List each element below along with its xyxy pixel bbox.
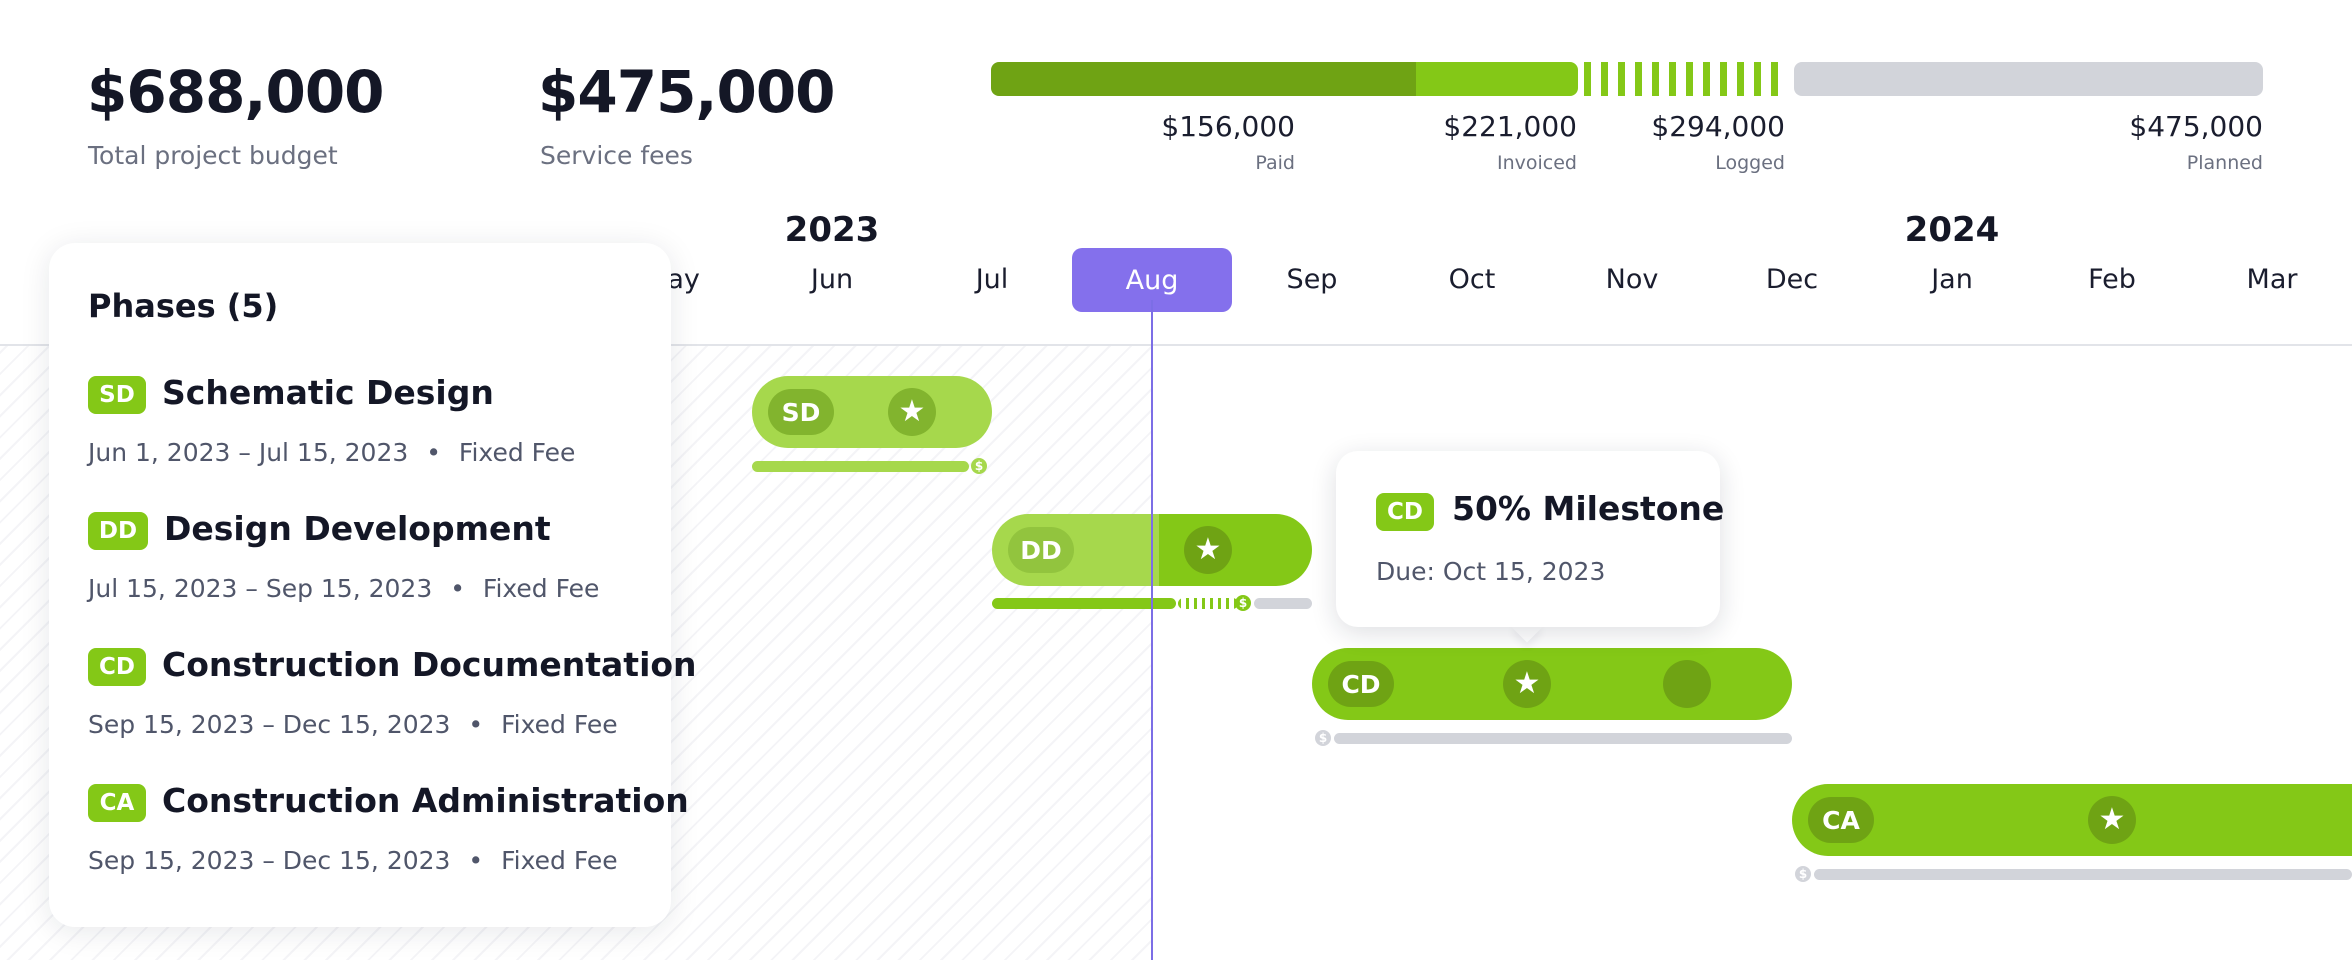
- dollar-icon: $: [1235, 595, 1251, 611]
- dollar-icon: $: [1795, 866, 1811, 882]
- month-nov[interactable]: Nov: [1605, 264, 1659, 295]
- phase-fee-type: Fixed Fee: [501, 710, 618, 739]
- phase-fee-type: Fixed Fee: [501, 846, 618, 875]
- phase-meta-cd: Sep 15, 2023 – Dec 15, 2023 • Fixed Fee: [88, 710, 618, 739]
- phase-badge-sd: SD: [88, 376, 146, 414]
- star-icon[interactable]: ★: [1184, 526, 1232, 574]
- phase-badge-ca: CA: [88, 784, 146, 822]
- separator-dot: •: [468, 846, 484, 875]
- separator-dot: •: [468, 710, 484, 739]
- phase-dates: Sep 15, 2023 – Dec 15, 2023: [88, 846, 451, 875]
- phase-name-dd[interactable]: Design Development: [164, 509, 551, 548]
- separator-dot: •: [450, 574, 465, 603]
- planned-segment[interactable]: [1794, 62, 2263, 96]
- phases-panel: Phases (5) SD Schematic Design Jun 1, 20…: [49, 243, 697, 927]
- phase-dates: Jul 15, 2023 – Sep 15, 2023: [88, 574, 433, 603]
- tooltip-title: 50% Milestone: [1452, 489, 1725, 528]
- month-jan[interactable]: Jan: [1931, 264, 1973, 295]
- star-icon[interactable]: ★: [2088, 796, 2136, 844]
- year-label-2023: 2023: [784, 210, 880, 250]
- invoiced-label: Invoiced: [1497, 152, 1577, 174]
- today-marker-line: [1151, 300, 1153, 960]
- paid-label: Paid: [1255, 152, 1295, 174]
- paid-segment[interactable]: [991, 62, 1416, 96]
- service-fees-label: Service fees: [540, 141, 693, 170]
- dollar-icon: $: [1315, 730, 1331, 746]
- logged-segment[interactable]: [1584, 62, 1788, 96]
- ca-code-pill: CA: [1808, 797, 1874, 843]
- phase-name-cd[interactable]: Construction Documentation: [162, 645, 697, 684]
- tooltip-due-date: Due: Oct 15, 2023: [1376, 557, 1606, 586]
- cd-code-pill: CD: [1328, 661, 1394, 707]
- dd-code-pill: DD: [1008, 527, 1074, 573]
- dollar-icon: $: [971, 458, 987, 474]
- sd-payment-progress: [752, 461, 969, 472]
- invoiced-value: $221,000: [1443, 110, 1577, 143]
- phase-dates: Sep 15, 2023 – Dec 15, 2023: [88, 710, 451, 739]
- month-jul[interactable]: Jul: [975, 264, 1009, 295]
- sd-code-pill: SD: [768, 389, 834, 435]
- milestone-tooltip: CD 50% Milestone Due: Oct 15, 2023: [1336, 451, 1724, 627]
- phase-badge-dd: DD: [88, 512, 148, 550]
- dd-planned-progress: [1254, 598, 1312, 609]
- phase-name-ca[interactable]: Construction Administration: [162, 781, 689, 820]
- tooltip-phase-badge: CD: [1376, 493, 1434, 531]
- phase-dates: Jun 1, 2023 – Jul 15, 2023: [88, 438, 409, 467]
- planned-label: Planned: [2186, 152, 2263, 174]
- phase-fee-type: Fixed Fee: [458, 438, 576, 467]
- cd-planned-progress: [1334, 733, 1792, 744]
- star-icon[interactable]: ★: [1503, 660, 1551, 708]
- year-label-2024: 2024: [1904, 210, 2000, 250]
- timeline-header-divider: [0, 344, 2352, 346]
- month-sep[interactable]: Sep: [1286, 264, 1338, 295]
- phase-badge-cd: CD: [88, 648, 146, 686]
- month-mar[interactable]: Mar: [2246, 264, 2298, 295]
- phase-meta-sd: Jun 1, 2023 – Jul 15, 2023 • Fixed Fee: [88, 438, 575, 467]
- paid-value: $156,000: [1161, 110, 1295, 143]
- invoiced-segment[interactable]: [1416, 62, 1578, 96]
- month-dec[interactable]: Dec: [1765, 264, 1819, 295]
- logged-label: Logged: [1715, 152, 1785, 174]
- separator-dot: •: [426, 438, 441, 467]
- service-fees-value: $475,000: [538, 58, 836, 126]
- phase-meta-ca: Sep 15, 2023 – Dec 15, 2023 • Fixed Fee: [88, 846, 618, 875]
- phases-panel-title: Phases (5): [88, 287, 279, 325]
- month-oct[interactable]: Oct: [1448, 264, 1496, 295]
- dd-paid-progress: [992, 598, 1176, 609]
- total-budget-label: Total project budget: [88, 141, 338, 170]
- month-jun[interactable]: Jun: [810, 264, 854, 295]
- phase-meta-dd: Jul 15, 2023 – Sep 15, 2023 • Fixed Fee: [88, 574, 599, 603]
- ca-phase-bar[interactable]: [1792, 784, 2352, 856]
- milestone-dot[interactable]: [1663, 660, 1711, 708]
- month-feb[interactable]: Feb: [2088, 264, 2136, 295]
- total-budget-value: $688,000: [87, 58, 385, 126]
- ca-planned-progress: [1814, 869, 2352, 880]
- planned-value: $475,000: [2129, 110, 2263, 143]
- phase-fee-type: Fixed Fee: [482, 574, 600, 603]
- logged-value: $294,000: [1651, 110, 1785, 143]
- phase-name-sd[interactable]: Schematic Design: [162, 373, 494, 412]
- dd-logged-progress: [1178, 598, 1238, 609]
- star-icon[interactable]: ★: [888, 388, 936, 436]
